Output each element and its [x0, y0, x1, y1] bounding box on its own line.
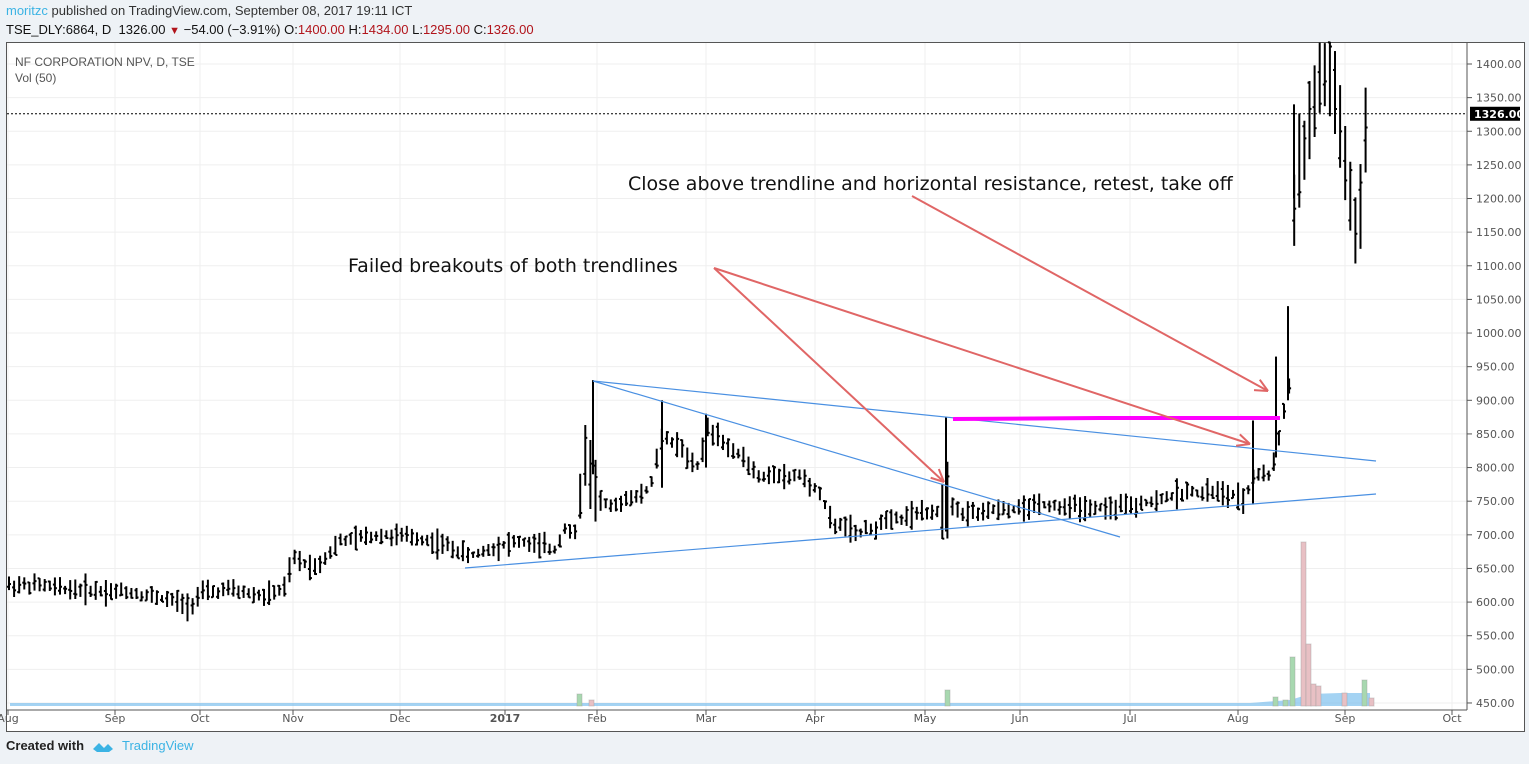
arrow-aug-breakout[interactable]: [713, 267, 1251, 445]
tradingview-brand-link[interactable]: TradingView: [122, 738, 194, 753]
arrow-may-breakout[interactable]: [713, 267, 945, 483]
annotation-failed-breakouts[interactable]: Failed breakouts of both trendlines: [348, 255, 678, 277]
created-with-label: Created with: [6, 738, 85, 753]
time-tick-label: 2017: [490, 712, 521, 725]
horizontal-resistance[interactable]: [952, 416, 1280, 421]
change-text: −54.00 (−3.91%): [183, 22, 281, 37]
ohlc-bars: [7, 41, 1368, 622]
support-trendline[interactable]: [464, 493, 1377, 569]
author-link[interactable]: moritzc: [6, 3, 48, 18]
price-tick-label: 900.00: [1476, 394, 1515, 407]
price-tick-label: 1150.00: [1476, 226, 1522, 239]
price-axis[interactable]: 450.00 500.00 550.00 600.00 650.00 700.00 750.…: [1467, 58, 1522, 710]
low-label: L:: [412, 22, 423, 37]
time-tick-label: Sep: [105, 712, 126, 725]
high-value: 1434.00: [361, 22, 409, 37]
last-price: 1326.00: [118, 22, 166, 37]
price-tick-label: 850.00: [1476, 428, 1515, 441]
upper-trendline[interactable]: [592, 380, 1377, 462]
price-tick-label: 700.00: [1476, 529, 1515, 542]
price-tick-label: 1200.00: [1476, 193, 1522, 206]
down-arrow-icon: ▼: [169, 25, 181, 37]
time-tick-label: Oct: [1442, 712, 1462, 725]
time-tick-label: Aug: [1227, 712, 1248, 725]
open-label: O:: [284, 22, 298, 37]
price-tick-label: 600.00: [1476, 596, 1515, 609]
series-title: NF CORPORATION NPV, D, TSE: [15, 55, 195, 69]
price-tick-label: 550.00: [1476, 630, 1515, 643]
time-tick-label: Aug: [0, 712, 19, 725]
price-tick-label: 1000.00: [1476, 327, 1522, 340]
open-value: 1400.00: [297, 22, 345, 37]
volume-pane: [10, 541, 1375, 707]
drawings[interactable]: Failed breakouts of both trendlines Close…: [348, 173, 1377, 569]
time-tick-label: May: [914, 712, 937, 725]
volume-indicator-label[interactable]: Vol (50): [15, 71, 57, 85]
time-tick-label: Dec: [389, 712, 410, 725]
price-tick-label: 750.00: [1476, 495, 1515, 508]
high-label: H:: [348, 22, 362, 37]
chart-legend: NF CORPORATION NPV, D, TSE Vol (50): [15, 54, 195, 86]
current-price-tag: [1470, 106, 1520, 121]
ohlc-bar: TSE_DLY:6864, D 1326.00 ▼ −54.00 (−3.91%…: [6, 22, 534, 37]
time-tick-label: Mar: [696, 712, 717, 725]
price-tick-label: 950.00: [1476, 361, 1515, 374]
time-tick-label: Feb: [587, 712, 606, 725]
price-tick-label: 1250.00: [1476, 159, 1522, 172]
time-tick-label: Jun: [1010, 712, 1028, 725]
close-label: C:: [473, 22, 487, 37]
price-tick-label: 500.00: [1476, 663, 1515, 676]
price-tick-label: 1050.00: [1476, 293, 1522, 306]
price-tick-label: 1400.00: [1476, 58, 1522, 71]
price-tick-label: 450.00: [1476, 697, 1515, 710]
chart-frame[interactable]: [6, 42, 1525, 732]
arrow-takeoff[interactable]: [911, 195, 1269, 392]
time-tick-label: Oct: [190, 712, 210, 725]
price-tick-label: 1100.00: [1476, 260, 1522, 273]
price-tick-label: 800.00: [1476, 462, 1515, 475]
time-axis[interactable]: Aug Sep Oct Nov Dec 2017 Feb Mar Apr May Jun Jul Aug…: [0, 710, 1462, 725]
low-value: 1295.00: [422, 22, 470, 37]
current-price-tag-text: 1326.00: [1474, 108, 1524, 121]
time-tick-label: Nov: [282, 712, 304, 725]
time-tick-label: Apr: [805, 712, 825, 725]
steep-trendline[interactable]: [592, 380, 1121, 538]
tradingview-logo-icon: [93, 742, 114, 752]
price-tick-label: 1350.00: [1476, 92, 1522, 105]
time-tick-label: Sep: [1335, 712, 1356, 725]
annotation-takeoff[interactable]: Close above trendline and horizontal res…: [628, 173, 1234, 195]
grid: [7, 43, 1467, 710]
time-tick-label: Jul: [1122, 712, 1136, 725]
footer: Created with TradingView: [6, 738, 194, 753]
price-tick-label: 650.00: [1476, 562, 1515, 575]
publish-info: moritzc published on TradingView.com, Se…: [6, 3, 412, 18]
price-tick-label: 1300.00: [1476, 125, 1522, 138]
close-value: 1326.00: [486, 22, 534, 37]
published-text: published on TradingView.com, September …: [51, 3, 413, 18]
symbol-label: TSE_DLY:6864, D: [6, 22, 112, 37]
